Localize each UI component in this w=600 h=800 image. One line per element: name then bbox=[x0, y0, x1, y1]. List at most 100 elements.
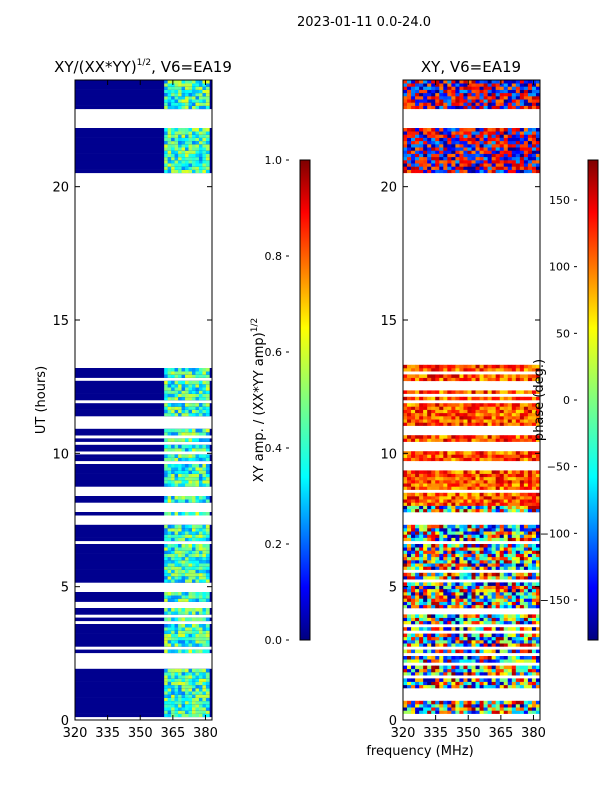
amplitude-cell bbox=[202, 92, 207, 97]
phase-cell bbox=[487, 659, 492, 663]
phase-cell bbox=[527, 476, 533, 481]
amplitude-cell bbox=[205, 643, 210, 647]
phase-cell bbox=[455, 528, 460, 532]
phase-cell bbox=[431, 86, 436, 90]
phase-cell bbox=[515, 528, 521, 532]
amplitude-cell bbox=[195, 464, 200, 468]
amplitude-cell bbox=[191, 534, 196, 538]
phase-cell bbox=[423, 92, 428, 97]
phase-cell bbox=[499, 454, 505, 458]
amplitude-cell bbox=[188, 92, 193, 97]
phase-cell bbox=[467, 92, 472, 97]
phase-cell bbox=[447, 643, 452, 647]
amplitude-cell bbox=[164, 700, 168, 705]
phase-cell bbox=[435, 364, 440, 369]
phase-cell bbox=[527, 604, 533, 609]
phase-cell bbox=[415, 403, 420, 407]
amplitude-cell bbox=[185, 556, 189, 561]
amplitude-cell bbox=[188, 409, 193, 414]
amplitude-cell bbox=[191, 528, 196, 532]
amplitude-cell bbox=[178, 128, 182, 132]
phase-cell bbox=[483, 140, 488, 145]
phase-cell bbox=[447, 665, 452, 670]
phase-cell bbox=[527, 700, 533, 705]
phase-cell bbox=[535, 643, 540, 647]
phase-cell bbox=[403, 528, 408, 532]
amplitude-cell bbox=[202, 380, 207, 385]
amplitude-cell bbox=[202, 83, 207, 87]
phase-cell bbox=[439, 128, 444, 132]
phase-cell bbox=[435, 505, 440, 510]
amplitude-cell bbox=[188, 617, 193, 622]
phase-cell bbox=[531, 419, 537, 423]
amplitude-cell bbox=[171, 576, 175, 580]
phase-cell bbox=[407, 556, 412, 561]
phase-cell bbox=[483, 499, 488, 503]
amplitude-cell bbox=[171, 534, 175, 538]
amplitude-cell bbox=[202, 140, 207, 145]
amplitude-cell bbox=[164, 608, 168, 612]
phase-cell bbox=[419, 585, 424, 590]
amplitude-cell bbox=[167, 134, 172, 138]
phase-cell bbox=[415, 563, 420, 567]
phase-cell bbox=[479, 563, 484, 567]
phase-cell bbox=[511, 707, 517, 711]
phase-cell bbox=[535, 377, 540, 382]
phase-cell bbox=[531, 640, 537, 644]
phase-cell bbox=[471, 416, 476, 420]
phase-cell bbox=[507, 640, 513, 644]
phase-cell bbox=[479, 492, 484, 497]
phase-cell bbox=[507, 473, 513, 478]
phase-cell bbox=[483, 368, 488, 372]
amplitude-cell bbox=[188, 89, 193, 94]
phase-cell bbox=[519, 422, 525, 426]
phase-cell bbox=[451, 656, 456, 660]
phase-cell bbox=[491, 412, 496, 417]
phase-cell bbox=[515, 505, 521, 510]
amplitude-cell bbox=[202, 553, 207, 558]
phase-cell bbox=[515, 496, 521, 500]
phase-cell bbox=[499, 672, 505, 676]
phase-cell bbox=[495, 476, 501, 481]
phase-cell bbox=[479, 585, 484, 590]
phase-cell bbox=[463, 86, 468, 90]
phase-cell bbox=[503, 396, 509, 401]
phase-cell bbox=[511, 617, 517, 622]
phase-cell bbox=[511, 534, 517, 538]
phase-cell bbox=[507, 537, 513, 542]
phase-cell bbox=[443, 502, 448, 506]
amplitude-cell bbox=[178, 713, 182, 718]
amplitude-cell bbox=[167, 675, 172, 679]
phase-colorbar-label: phase (deg.) bbox=[532, 359, 547, 441]
amplitude-cell bbox=[181, 102, 186, 106]
amplitude-cell bbox=[181, 547, 186, 551]
phase-cell bbox=[515, 614, 521, 618]
amplitude-cell bbox=[167, 371, 172, 375]
phase-cell bbox=[531, 668, 537, 673]
phase-cell bbox=[491, 710, 496, 714]
amplitude-cell bbox=[181, 608, 186, 612]
amplitude-cell bbox=[178, 688, 182, 692]
phase-cell bbox=[511, 556, 517, 561]
amplitude-cell bbox=[174, 569, 179, 574]
phase-cell bbox=[439, 508, 444, 513]
phase-cell bbox=[507, 492, 513, 497]
phase-cell bbox=[431, 592, 436, 596]
amplitude-row bbox=[75, 556, 212, 561]
amplitude-cell bbox=[164, 102, 168, 106]
phase-cell bbox=[431, 89, 436, 94]
phase-cell bbox=[451, 390, 456, 394]
phase-cell bbox=[451, 86, 456, 90]
amplitude-cell bbox=[167, 534, 172, 538]
phase-cell bbox=[491, 659, 496, 663]
phase-cell bbox=[423, 531, 428, 535]
phase-cell bbox=[451, 483, 456, 487]
phase-cell bbox=[403, 86, 408, 90]
phase-cell bbox=[435, 508, 440, 513]
phase-cell bbox=[471, 585, 476, 590]
phase-cell bbox=[511, 140, 517, 145]
phase-cell bbox=[419, 665, 424, 670]
phase-cell bbox=[531, 166, 537, 170]
phase-cell bbox=[451, 470, 456, 474]
phase-cell bbox=[447, 476, 452, 481]
